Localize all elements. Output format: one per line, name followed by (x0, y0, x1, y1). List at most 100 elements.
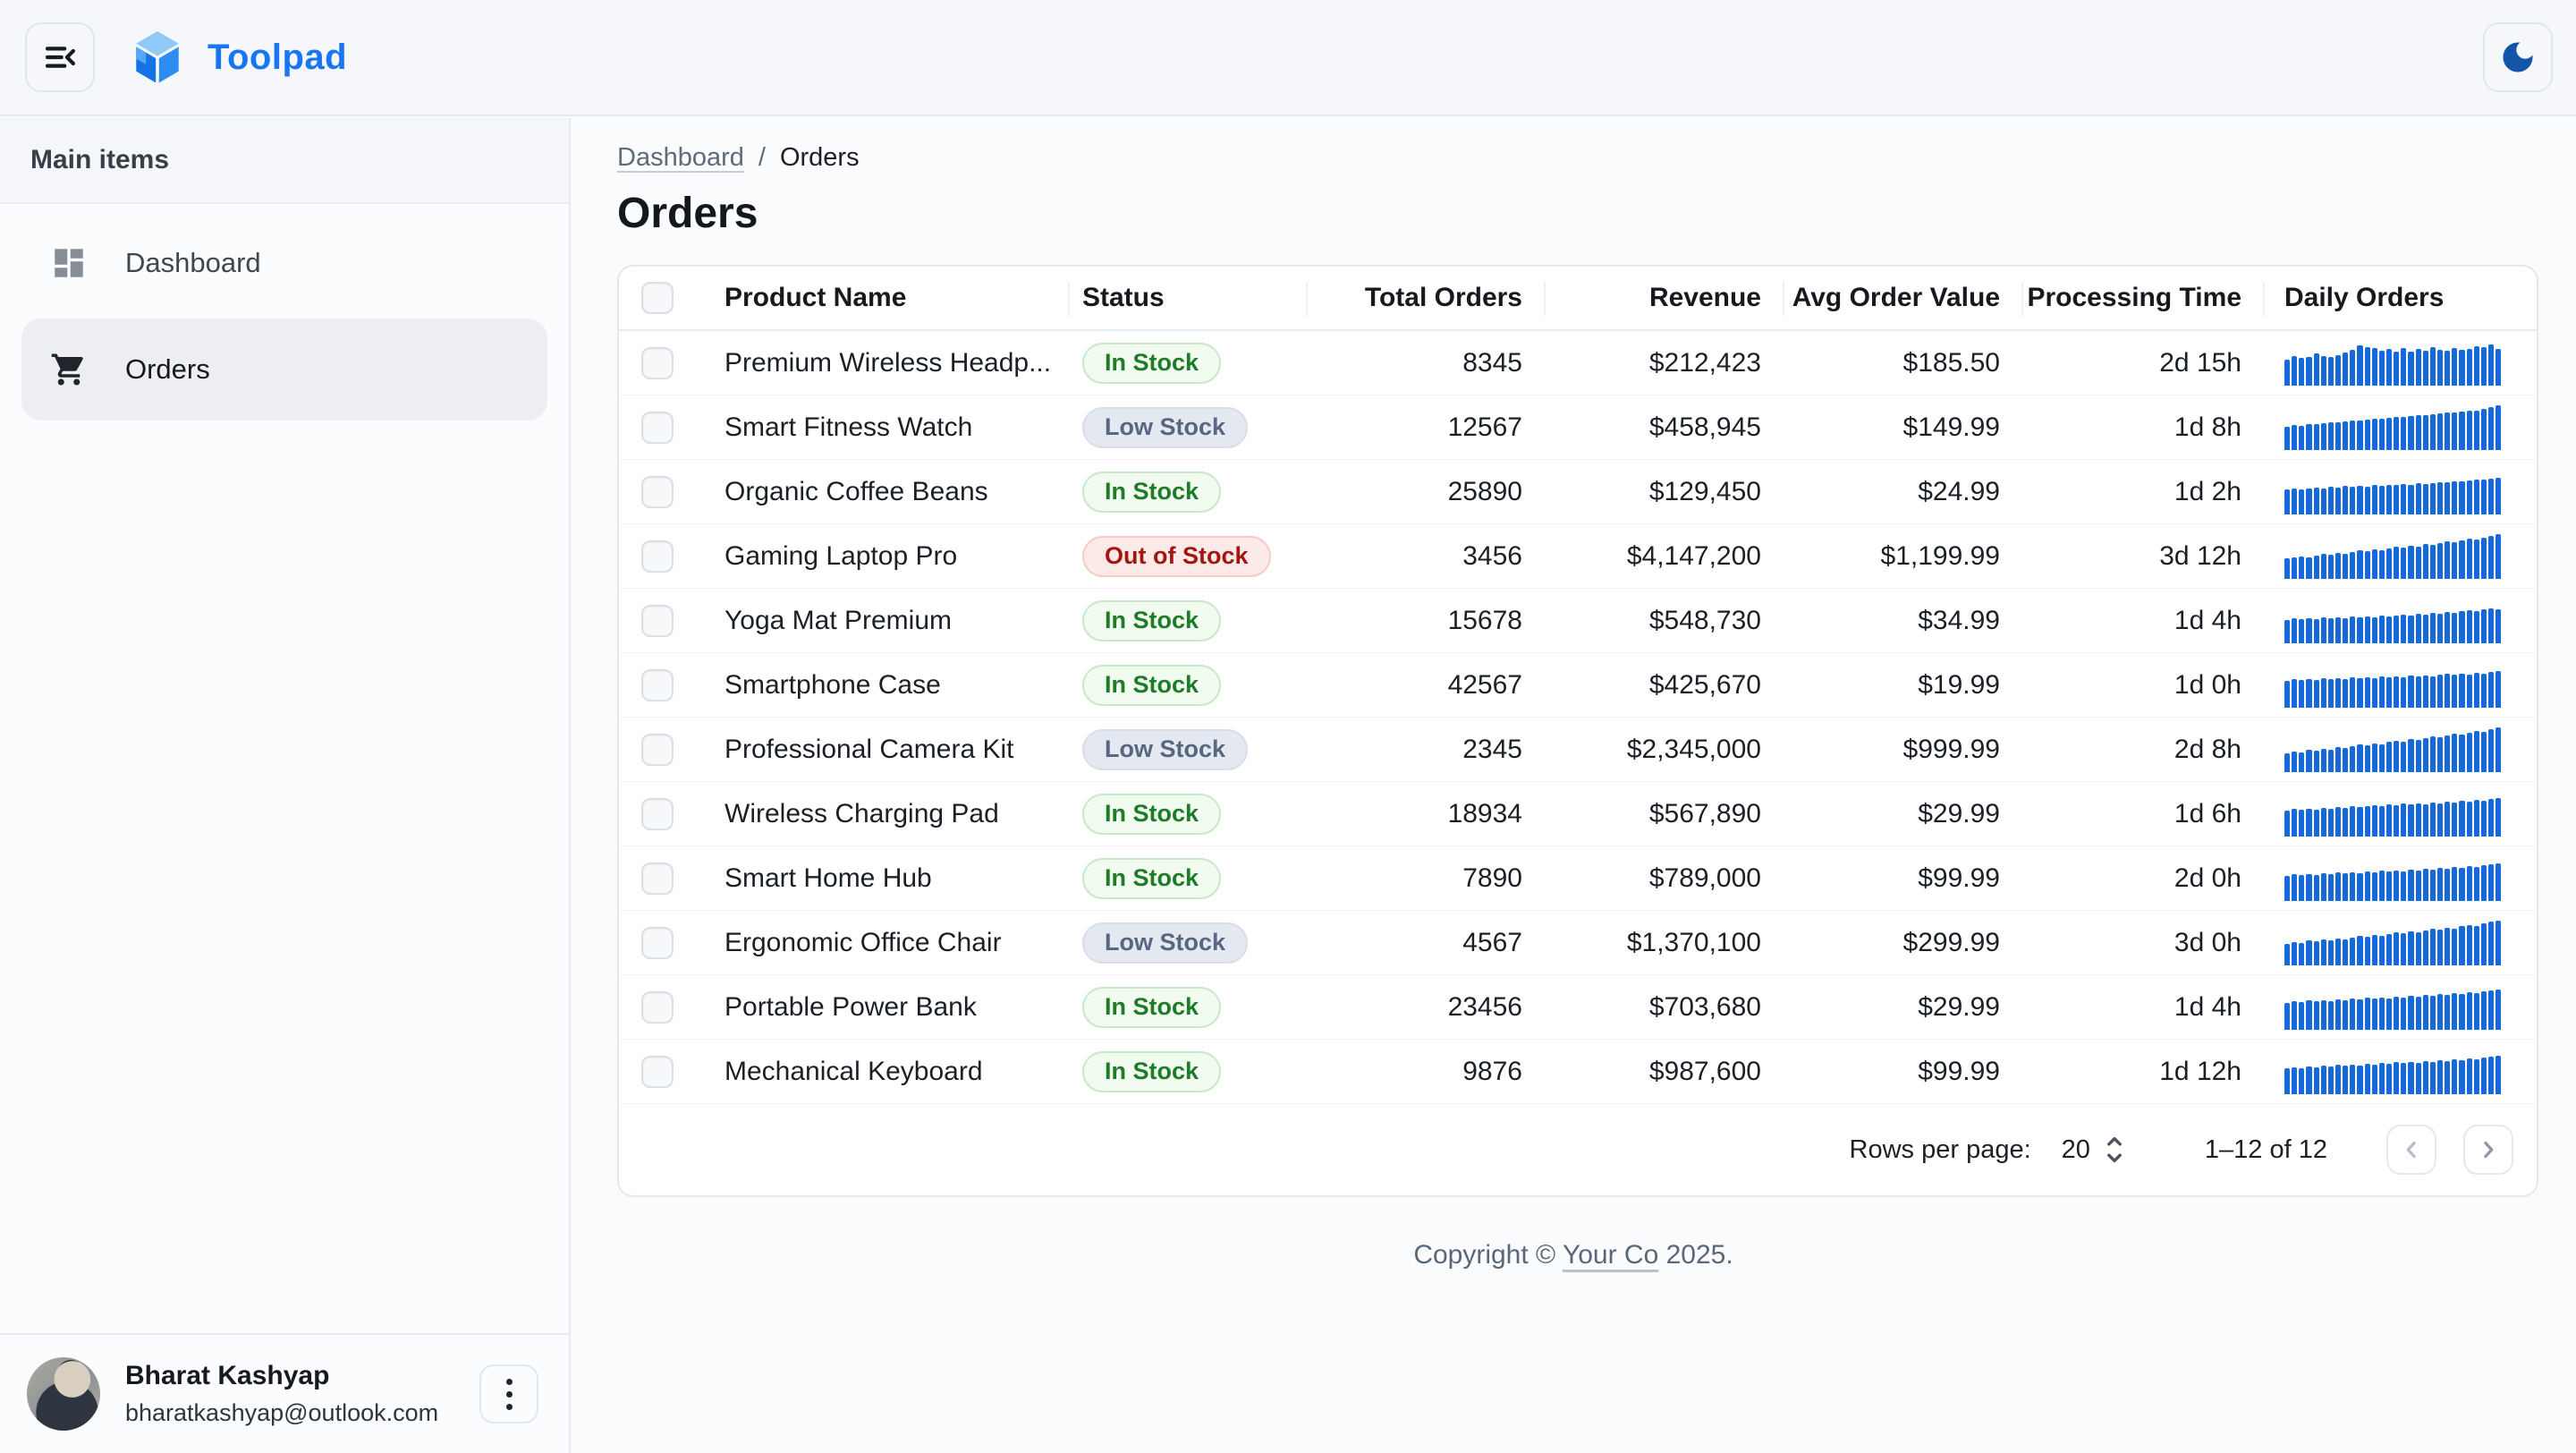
row-checkbox[interactable] (641, 475, 674, 508)
cart-icon (50, 350, 89, 389)
table-row: Smartphone Case In Stock 42567 $425,670 … (619, 653, 2537, 718)
status-badge: In Stock (1082, 857, 1222, 899)
user-info: Bharat Kashyap bharatkashyap@outlook.com (125, 1361, 479, 1427)
daily-orders-cell (2265, 524, 2537, 588)
user-menu-button[interactable] (479, 1364, 538, 1423)
column-header-avg[interactable]: Avg Order Value (1784, 267, 2023, 329)
total-orders-cell: 15678 (1447, 605, 1522, 635)
avg-order-value-cell: $299.99 (1902, 927, 2000, 957)
processing-time-cell: 1d 4h (2174, 605, 2241, 635)
orders-data-grid: Product Name Status Total Orders Revenue… (617, 265, 2538, 1197)
row-checkbox-cell (619, 331, 696, 395)
column-header-product[interactable]: Product Name (696, 267, 1070, 329)
status-badge: Low Stock (1082, 406, 1249, 448)
breadcrumb: Dashboard / Orders (617, 143, 2576, 173)
next-page-button[interactable] (2463, 1125, 2513, 1175)
row-checkbox[interactable] (641, 733, 674, 766)
row-checkbox[interactable] (641, 411, 674, 444)
avg-order-value-cell: $19.99 (1918, 669, 2000, 700)
processing-time-cell: 1d 12h (2159, 1056, 2241, 1086)
chevron-left-icon (2406, 1141, 2416, 1159)
row-checkbox-cell (619, 1040, 696, 1103)
toolpad-logo-icon (136, 30, 179, 83)
sidebar-item-dashboard[interactable]: Dashboard (21, 222, 547, 304)
select-stepper-icon (2107, 1136, 2122, 1163)
row-checkbox[interactable] (641, 668, 674, 701)
row-checkbox-cell (619, 975, 696, 1039)
row-checkbox[interactable] (641, 1055, 674, 1088)
table-row: Smart Fitness Watch Low Stock 12567 $458… (619, 395, 2537, 460)
daily-orders-sparkline (2284, 726, 2502, 772)
row-checkbox[interactable] (641, 797, 674, 830)
select-all-checkbox[interactable] (641, 282, 674, 314)
table-row: Smart Home Hub In Stock 7890 $789,000 $9… (619, 846, 2537, 911)
breadcrumb-dashboard-link[interactable]: Dashboard (617, 143, 744, 172)
chevron-right-icon (2484, 1141, 2494, 1159)
status-badge: Low Stock (1082, 728, 1249, 770)
table-row: Gaming Laptop Pro Out of Stock 3456 $4,1… (619, 524, 2537, 589)
total-orders-cell: 18934 (1447, 798, 1522, 828)
processing-time-cell: 1d 2h (2174, 476, 2241, 506)
daily-orders-cell (2265, 395, 2537, 459)
select-all-checkbox-cell (619, 267, 696, 329)
theme-toggle-button[interactable] (2483, 22, 2553, 92)
table-body: Premium Wireless Headp... In Stock 8345 … (619, 331, 2537, 1104)
column-header-revenue[interactable]: Revenue (1546, 267, 1784, 329)
product-name-cell: Smart Fitness Watch (724, 412, 973, 442)
row-checkbox[interactable] (641, 862, 674, 895)
product-name-cell: Smartphone Case (724, 669, 941, 700)
kebab-dot (505, 1403, 513, 1410)
breadcrumb-separator: / (758, 143, 766, 172)
rows-per-page-value: 20 (2061, 1134, 2090, 1164)
total-orders-cell: 9876 (1462, 1056, 1522, 1086)
column-header-total[interactable]: Total Orders (1308, 267, 1546, 329)
sidebar-item-orders[interactable]: Orders (21, 319, 547, 421)
company-link[interactable]: Your Co (1562, 1240, 1659, 1270)
avg-order-value-cell: $185.50 (1902, 347, 2000, 378)
total-orders-cell: 4567 (1462, 927, 1522, 957)
sidebar: Main items Dashboard Orders Bharat Kashy… (0, 118, 571, 1453)
row-checkbox[interactable] (641, 604, 674, 637)
daily-orders-sparkline (2284, 985, 2502, 1030)
avg-order-value-cell: $29.99 (1918, 798, 2000, 828)
app-logo[interactable]: Toolpad (131, 30, 347, 85)
table-row: Premium Wireless Headp... In Stock 8345 … (619, 331, 2537, 395)
status-cell: Low Stock (1070, 911, 1308, 974)
processing-time-cell: 2d 15h (2159, 347, 2241, 378)
table-row: Organic Coffee Beans In Stock 25890 $129… (619, 460, 2537, 524)
column-header-processing[interactable]: Processing Time (2023, 267, 2265, 329)
column-header-status[interactable]: Status (1070, 267, 1308, 329)
total-orders-cell: 42567 (1447, 669, 1522, 700)
processing-time-cell: 1d 4h (2174, 991, 2241, 1022)
previous-page-button[interactable] (2386, 1125, 2436, 1175)
avg-order-value-cell: $34.99 (1918, 605, 2000, 635)
dashboard-icon (50, 243, 89, 283)
rows-per-page-select[interactable]: 20 (2062, 1134, 2126, 1165)
status-cell: In Stock (1070, 1040, 1308, 1103)
menu-open-icon (45, 47, 75, 68)
product-name-cell: Mechanical Keyboard (724, 1056, 983, 1086)
avg-order-value-cell: $999.99 (1902, 734, 2000, 764)
row-checkbox-cell (619, 782, 696, 845)
status-badge: Low Stock (1082, 922, 1249, 964)
row-checkbox[interactable] (641, 346, 674, 379)
total-orders-cell: 2345 (1462, 734, 1522, 764)
processing-time-cell: 2d 8h (2174, 734, 2241, 764)
sidebar-collapse-button[interactable] (25, 22, 95, 92)
row-checkbox[interactable] (641, 540, 674, 573)
user-name: Bharat Kashyap (125, 1361, 330, 1390)
breadcrumb-current: Orders (779, 143, 860, 172)
top-app-bar: Toolpad (0, 0, 2576, 116)
row-checkbox-cell (619, 718, 696, 781)
column-header-daily[interactable]: Daily Orders (2284, 283, 2445, 312)
row-checkbox[interactable] (641, 926, 674, 959)
rows-per-page-label: Rows per page: (1849, 1134, 2031, 1164)
status-badge: In Stock (1082, 793, 1222, 835)
pagination-range: 1–12 of 12 (2204, 1134, 2327, 1164)
row-checkbox-cell (619, 653, 696, 717)
main-content: Dashboard / Orders Orders Product Name S… (571, 118, 2576, 1453)
page-title: Orders (617, 190, 758, 237)
kebab-dot (505, 1390, 513, 1398)
row-checkbox[interactable] (641, 990, 674, 1024)
status-cell: In Stock (1070, 975, 1308, 1039)
